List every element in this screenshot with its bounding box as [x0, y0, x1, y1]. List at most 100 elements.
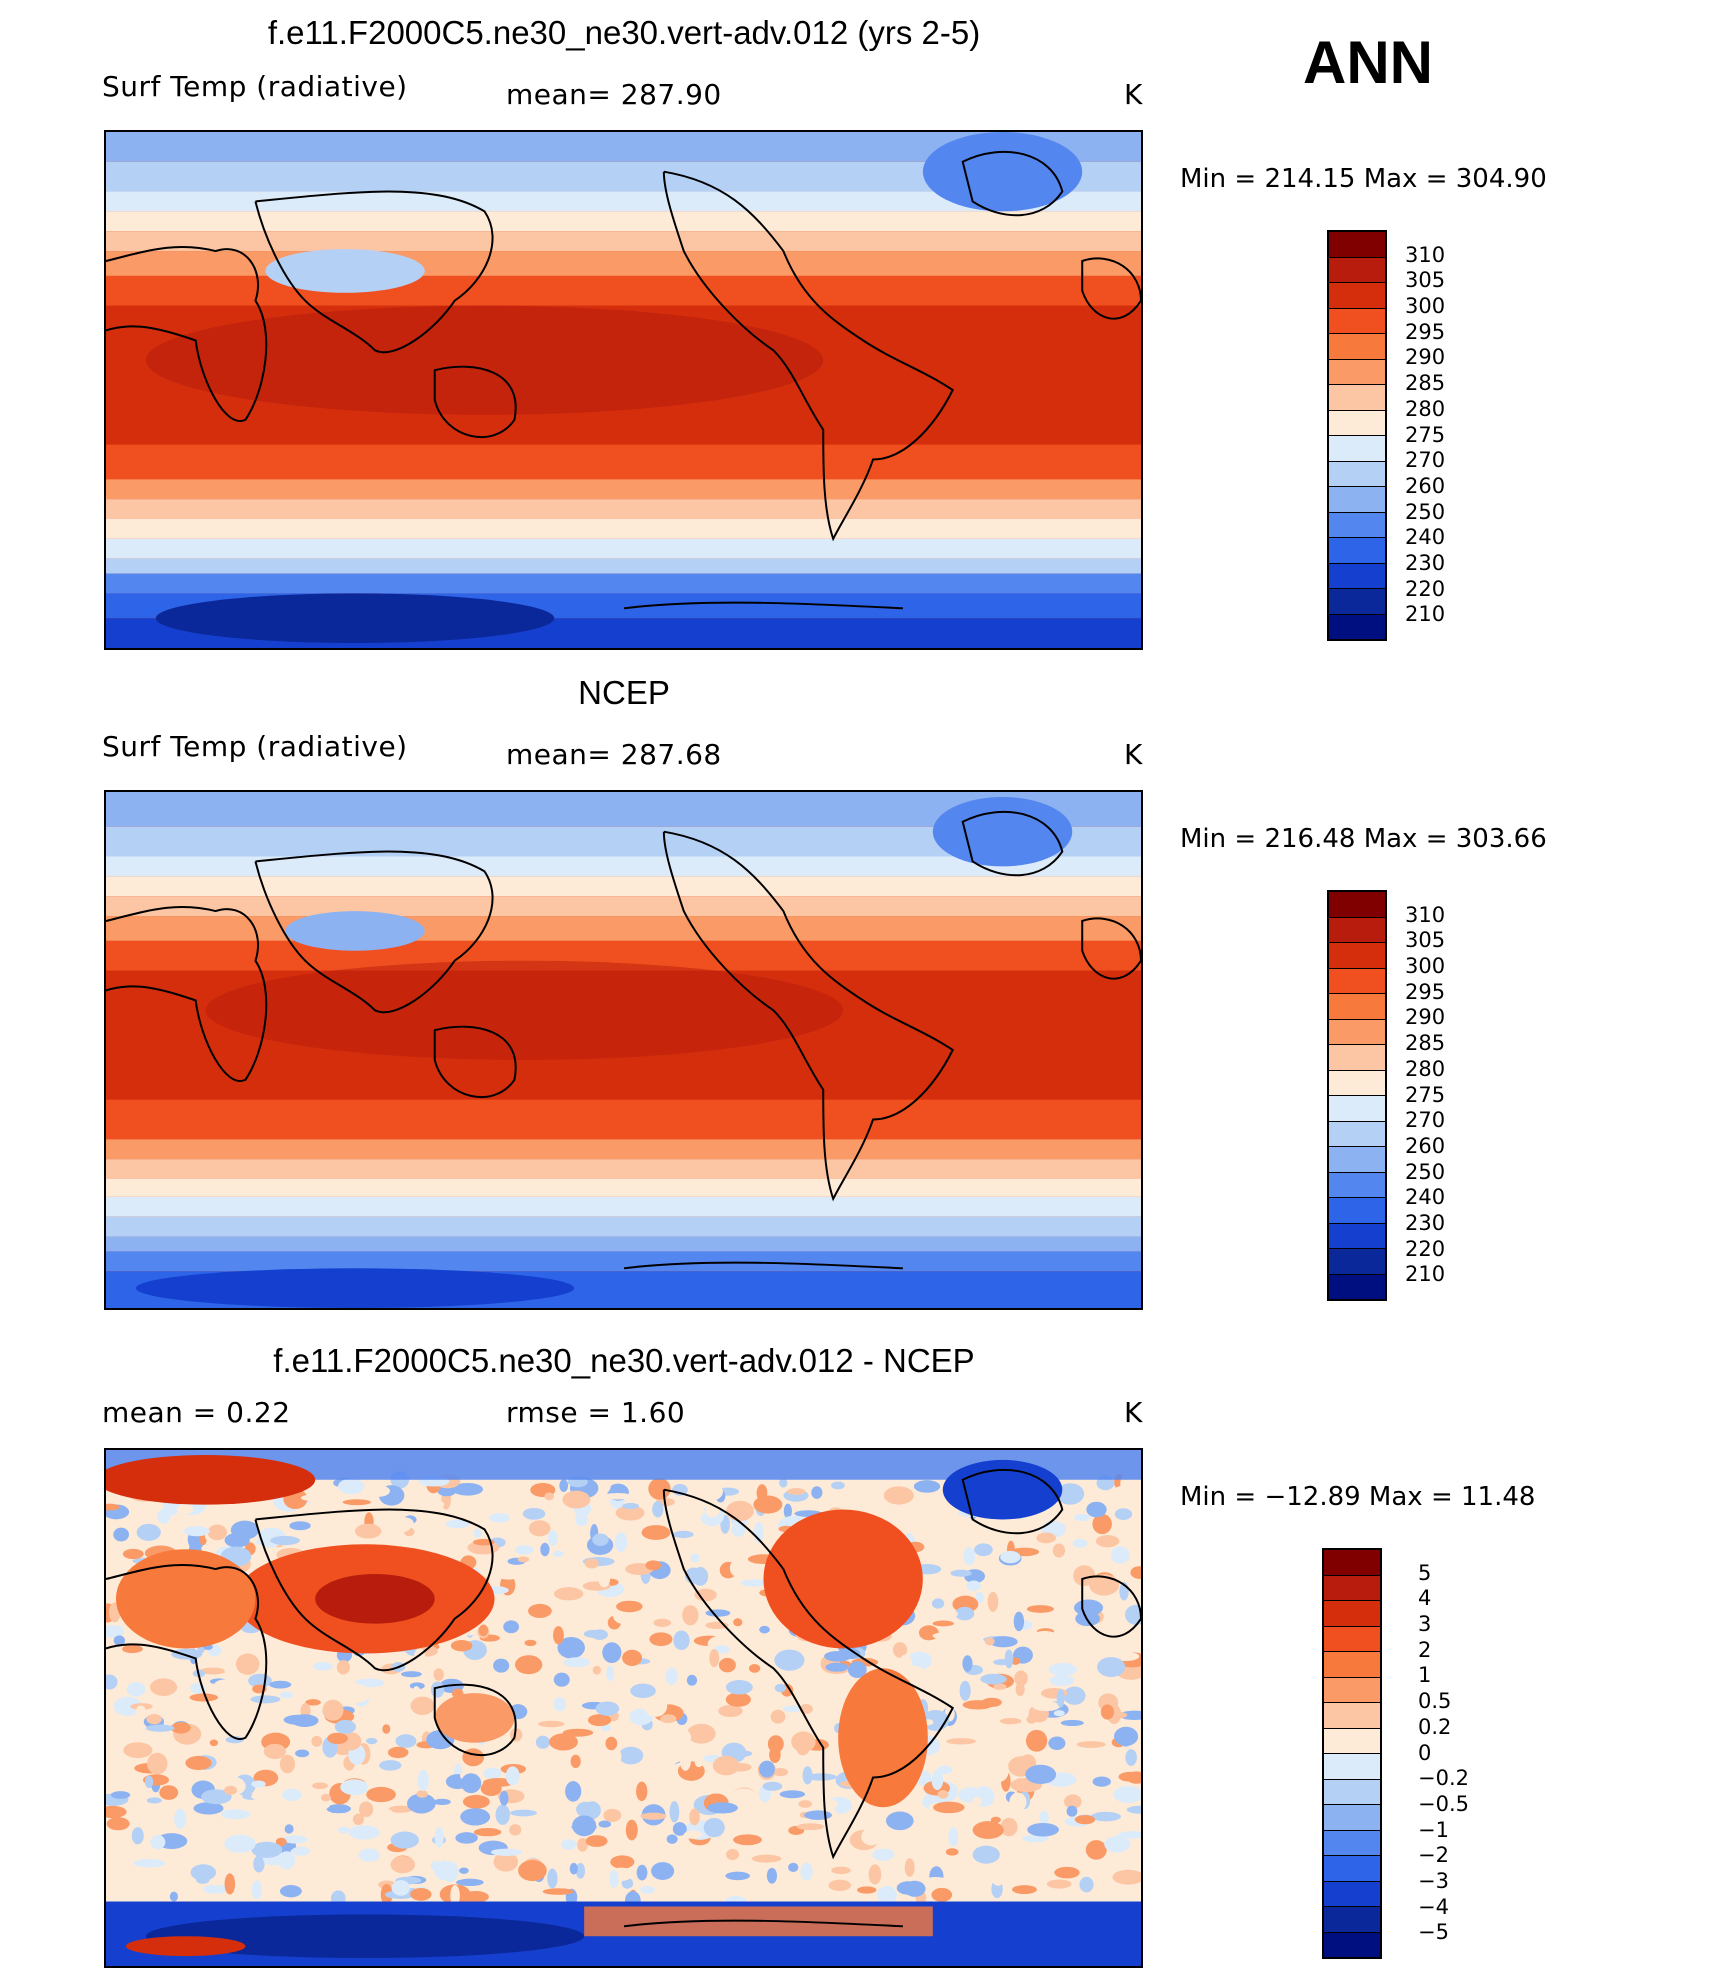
panel3-antarctic-warm — [125, 1936, 246, 1957]
difference-speckle — [251, 1841, 283, 1858]
difference-speckle — [614, 1532, 628, 1553]
panel2-band-s8 — [106, 1251, 1141, 1272]
difference-speckle — [126, 1682, 146, 1697]
difference-speckle — [517, 1556, 530, 1563]
colorbar-swatch — [1329, 1120, 1385, 1146]
difference-speckle — [557, 1636, 585, 1659]
colorbar-label: −5 — [1418, 1920, 1449, 1945]
difference-speckle — [1066, 1805, 1078, 1817]
difference-speckle — [948, 1827, 959, 1847]
difference-speckle — [665, 1667, 678, 1685]
panel1-band-s1 — [106, 444, 1141, 480]
panel1-minmax: Min = 214.15 Max = 304.90 — [1180, 164, 1547, 194]
difference-speckle — [918, 1625, 939, 1641]
panel3-mean-label: mean = 0.22 — [102, 1396, 291, 1429]
difference-speckle — [146, 1714, 162, 1725]
difference-speckle — [1079, 1876, 1094, 1893]
difference-speckle — [585, 1835, 608, 1847]
difference-speckle — [284, 1824, 294, 1834]
difference-speckle — [106, 1805, 127, 1819]
difference-speckle — [224, 1532, 250, 1548]
colorbar-label: −0.2 — [1418, 1766, 1469, 1791]
difference-speckle — [989, 1636, 1018, 1648]
difference-speckle — [295, 1749, 310, 1758]
difference-speckle — [460, 1773, 482, 1794]
difference-speckle — [235, 1653, 260, 1675]
difference-speckle — [984, 1637, 995, 1646]
difference-speckle — [802, 1766, 813, 1785]
difference-speckle — [779, 1478, 788, 1488]
difference-speckle — [171, 1648, 203, 1660]
difference-speckle — [342, 1499, 371, 1506]
difference-speckle — [636, 1781, 648, 1802]
difference-speckle — [445, 1519, 470, 1529]
difference-speckle — [159, 1785, 179, 1800]
difference-speckle — [1063, 1794, 1082, 1809]
difference-speckle — [499, 1790, 509, 1806]
difference-speckle — [1048, 1736, 1066, 1750]
colorbar-swatch — [1329, 1171, 1385, 1197]
difference-speckle — [913, 1480, 941, 1493]
difference-speckle — [1092, 1513, 1112, 1535]
difference-speckle — [1118, 1771, 1141, 1782]
difference-speckle — [652, 1501, 664, 1518]
difference-speckle — [545, 1504, 578, 1519]
difference-speckle — [847, 1661, 867, 1679]
difference-speckle — [1089, 1574, 1120, 1596]
colorbar-label: 1 — [1418, 1663, 1432, 1688]
difference-speckle — [450, 1884, 460, 1907]
colorbar-swatch — [1329, 307, 1385, 333]
panel3-greenland-cold — [942, 1459, 1063, 1520]
colorbar-swatch — [1324, 1676, 1380, 1702]
difference-speckle — [326, 1518, 342, 1541]
difference-speckle — [636, 1864, 648, 1881]
difference-speckle — [598, 1570, 611, 1588]
difference-speckle — [390, 1856, 416, 1874]
colorbar-swatch — [1324, 1651, 1380, 1677]
panel3-minmax: Min = −12.89 Max = 11.48 — [1180, 1482, 1536, 1512]
difference-speckle — [975, 1616, 1007, 1637]
difference-speckle — [1114, 1712, 1128, 1719]
difference-speckle — [733, 1834, 762, 1846]
panel2-map-svg — [106, 792, 1141, 1308]
colorbar-swatch — [1324, 1753, 1380, 1779]
difference-speckle — [868, 1864, 882, 1885]
difference-speckle — [904, 1880, 926, 1897]
difference-speckle — [690, 1553, 700, 1563]
difference-speckle — [857, 1886, 877, 1894]
difference-speckle — [451, 1482, 484, 1496]
difference-speckle — [625, 1819, 638, 1841]
difference-speckle — [553, 1672, 570, 1687]
difference-speckle — [610, 1855, 635, 1869]
difference-speckle — [378, 1809, 394, 1820]
difference-speckle — [291, 1846, 311, 1856]
colorbar-label: 275 — [1405, 1082, 1446, 1107]
difference-speckle — [170, 1722, 191, 1734]
difference-speckle — [783, 1705, 802, 1713]
colorbar-swatch — [1329, 1197, 1385, 1223]
panel2-band-s5 — [106, 1196, 1141, 1217]
panel2-greenland-cold — [932, 796, 1073, 867]
panel1-tibet-cold — [265, 249, 425, 293]
difference-speckle — [963, 1547, 976, 1566]
difference-speckle — [410, 1696, 435, 1716]
difference-speckle — [800, 1862, 813, 1881]
difference-speckle — [549, 1733, 578, 1751]
difference-speckle — [409, 1682, 425, 1690]
difference-speckle — [434, 1861, 453, 1881]
difference-speckle — [251, 1880, 262, 1900]
difference-speckle — [1054, 1866, 1080, 1879]
panel2-colorbar-swatches — [1329, 892, 1385, 1299]
difference-speckle — [1042, 1581, 1056, 1597]
difference-speckle — [904, 1858, 915, 1877]
difference-speckle — [725, 1871, 750, 1881]
difference-speckle — [649, 1632, 673, 1647]
difference-speckle — [796, 1741, 810, 1756]
difference-speckle — [1085, 1840, 1107, 1860]
difference-speckle — [552, 1550, 564, 1558]
difference-speckle — [1109, 1485, 1141, 1505]
difference-speckle — [927, 1683, 949, 1698]
difference-speckle — [600, 1724, 611, 1732]
difference-speckle — [603, 1808, 622, 1822]
difference-speckle — [828, 1879, 852, 1891]
